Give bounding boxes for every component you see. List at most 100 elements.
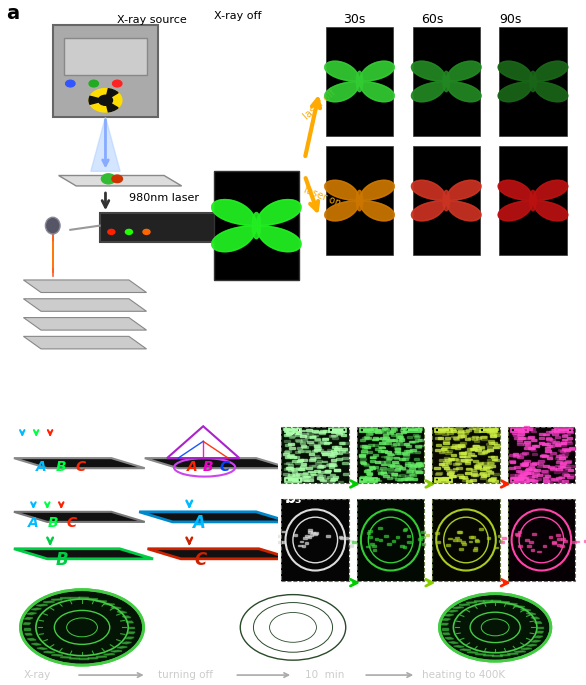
Bar	[418, 471, 424, 473]
Bar	[338, 480, 343, 482]
Bar	[542, 443, 548, 445]
Text: 980nm laser: 980nm laser	[129, 192, 199, 203]
Bar	[435, 449, 440, 451]
Polygon shape	[148, 549, 292, 559]
Polygon shape	[252, 212, 261, 239]
Bar	[415, 445, 421, 447]
Bar	[338, 429, 343, 432]
Bar	[79, 597, 88, 599]
Bar	[522, 462, 528, 464]
Bar	[528, 436, 534, 438]
Bar	[328, 455, 333, 457]
Bar	[479, 528, 482, 530]
Text: A: A	[186, 460, 197, 474]
Bar	[552, 429, 558, 431]
Bar	[509, 460, 515, 462]
Bar	[462, 543, 466, 545]
Bar	[281, 531, 285, 532]
Bar	[408, 465, 413, 466]
Polygon shape	[14, 512, 145, 522]
Bar	[488, 462, 493, 464]
Bar	[314, 445, 319, 447]
Polygon shape	[411, 61, 481, 102]
Bar	[284, 451, 289, 453]
Bar	[363, 463, 368, 465]
Bar	[522, 474, 527, 476]
Bar	[314, 455, 319, 456]
Bar	[449, 458, 454, 460]
Bar	[370, 543, 374, 545]
Bar	[522, 477, 527, 479]
Bar	[532, 533, 536, 535]
Bar	[547, 481, 552, 482]
FancyBboxPatch shape	[499, 147, 567, 255]
Bar	[443, 440, 449, 443]
Bar	[491, 456, 497, 458]
Bar	[418, 462, 424, 464]
Bar	[325, 471, 331, 472]
Bar	[466, 429, 471, 431]
Bar	[471, 473, 477, 475]
Bar	[551, 429, 557, 431]
Bar	[413, 434, 418, 436]
Bar	[493, 428, 498, 429]
Bar	[397, 479, 402, 482]
Bar	[463, 477, 468, 480]
Bar	[439, 464, 444, 465]
Bar	[301, 435, 306, 436]
Bar	[487, 459, 493, 461]
Bar	[383, 443, 389, 445]
Bar	[399, 467, 405, 469]
Bar	[314, 439, 320, 441]
Text: 5 mm: 5 mm	[513, 661, 541, 671]
Bar	[520, 473, 526, 475]
Bar	[403, 429, 408, 432]
Bar	[323, 438, 328, 439]
Bar	[458, 435, 464, 437]
Bar	[377, 469, 382, 471]
Bar	[513, 434, 518, 436]
Bar	[565, 460, 571, 462]
Bar	[483, 655, 494, 656]
Text: b₁: b₁	[8, 423, 26, 438]
Bar	[410, 468, 415, 470]
Bar	[460, 649, 471, 651]
Text: 90s: 90s	[499, 12, 522, 25]
Text: A: A	[36, 460, 47, 474]
Bar	[537, 474, 542, 475]
Bar	[369, 466, 374, 468]
Text: 30s: 30s	[343, 12, 366, 25]
Bar	[568, 427, 573, 429]
Bar	[400, 545, 404, 547]
Bar	[559, 454, 564, 456]
Bar	[470, 479, 476, 481]
Bar	[392, 461, 398, 462]
Bar	[569, 474, 574, 476]
Bar	[291, 456, 296, 458]
Bar	[399, 438, 404, 439]
Bar	[406, 445, 411, 447]
Bar	[298, 545, 302, 547]
Bar	[307, 441, 313, 443]
Bar	[471, 471, 476, 473]
Bar	[553, 441, 558, 443]
Bar	[476, 437, 481, 439]
Bar	[516, 471, 521, 472]
Bar	[401, 431, 407, 433]
Bar	[558, 466, 564, 468]
Bar	[457, 474, 463, 476]
Bar	[288, 474, 294, 476]
Bar	[492, 480, 498, 482]
Bar	[487, 446, 493, 448]
Bar	[27, 612, 36, 614]
Bar	[23, 623, 30, 625]
Bar	[446, 462, 451, 464]
Bar	[342, 448, 347, 450]
Bar	[499, 601, 509, 603]
Bar	[554, 471, 560, 473]
Bar	[360, 445, 366, 447]
Bar	[391, 476, 396, 477]
Bar	[401, 477, 407, 480]
Text: B: B	[203, 460, 214, 474]
Bar	[575, 540, 579, 543]
